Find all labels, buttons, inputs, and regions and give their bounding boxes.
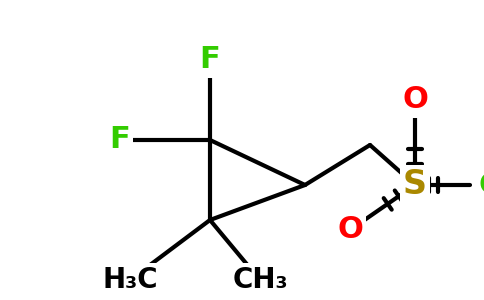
Text: Cl: Cl — [478, 170, 484, 200]
Text: F: F — [199, 46, 220, 74]
Text: H₃C: H₃C — [102, 266, 158, 294]
Text: CH₃: CH₃ — [232, 266, 288, 294]
Text: S: S — [403, 169, 427, 202]
Text: O: O — [337, 215, 363, 244]
Text: F: F — [109, 125, 130, 154]
Text: O: O — [402, 85, 428, 115]
